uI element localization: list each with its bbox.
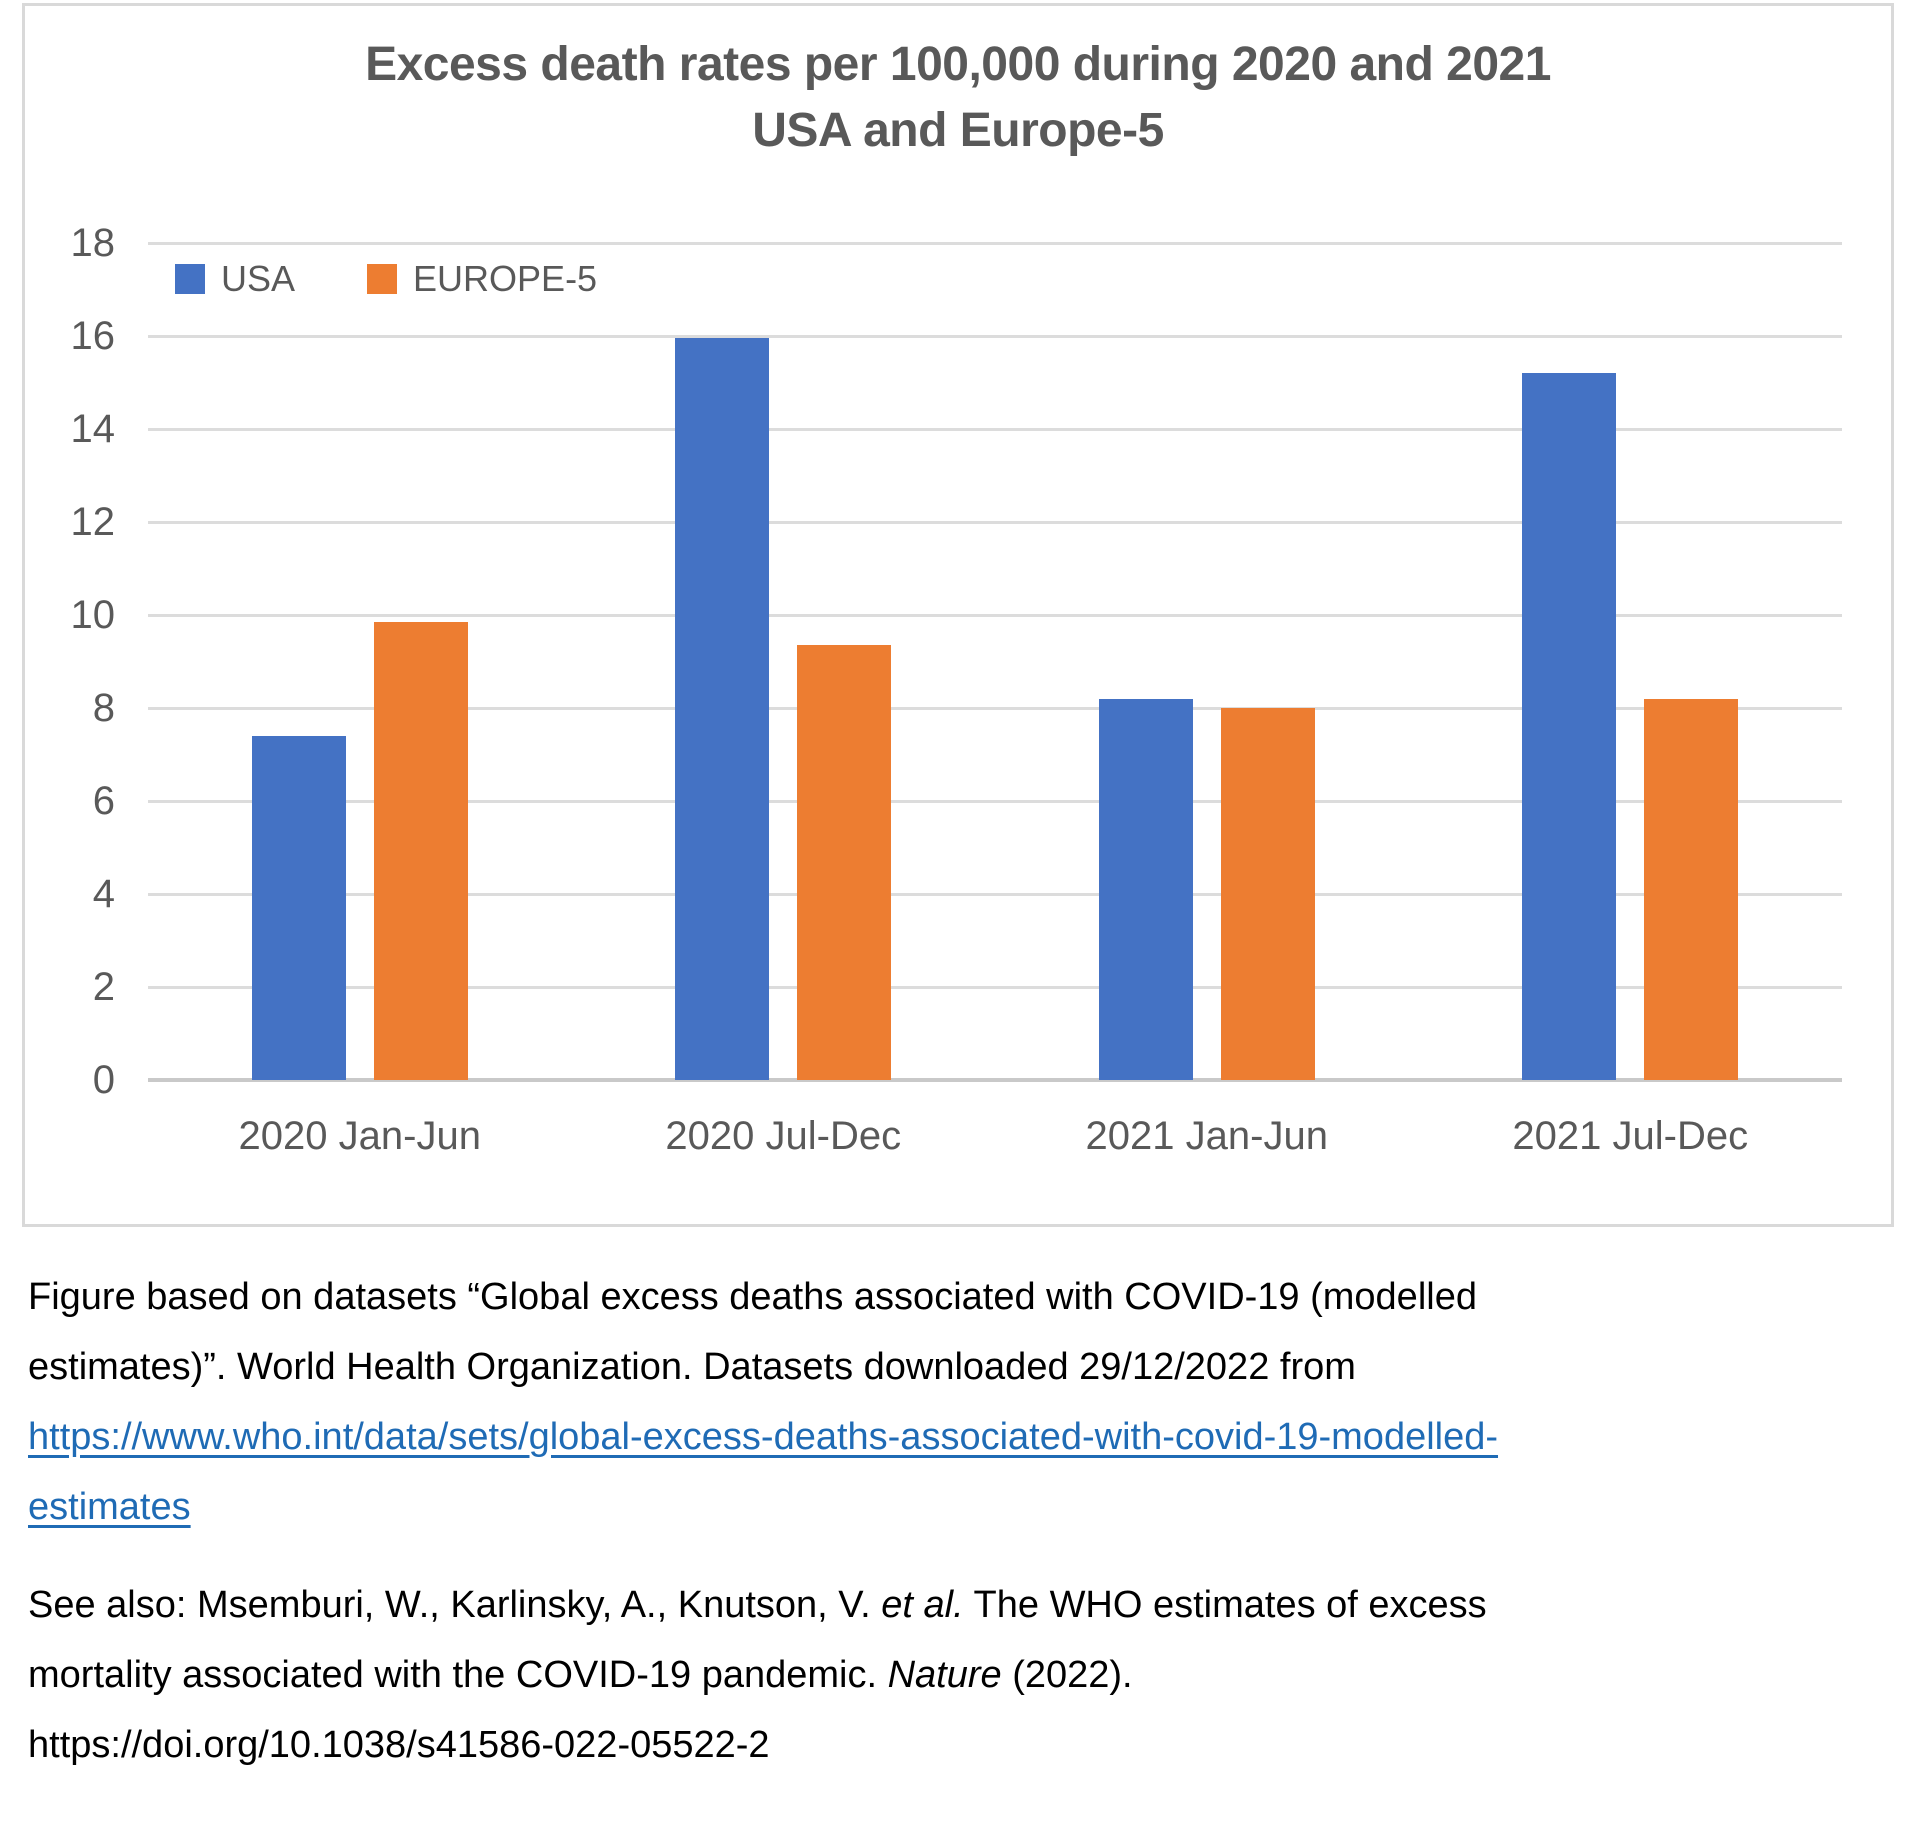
gridline-y-16 xyxy=(148,334,1842,338)
bar-chart: Excess death rates per 100,000 during 20… xyxy=(22,3,1894,1227)
gridline-y-8 xyxy=(148,706,1842,710)
bar-europe-5-2020-jul-dec xyxy=(797,645,892,1080)
legend-label-usa: USA xyxy=(221,258,296,299)
gridline-y-18 xyxy=(148,241,1842,245)
paragraph-gap xyxy=(28,1542,1878,1570)
x-axis-label-2021-jan-jun: 2021 Jan-Jun xyxy=(1085,1114,1328,1158)
bar-usa-2021-jul-dec xyxy=(1522,373,1617,1080)
y-tick-label-14: 14 xyxy=(70,407,116,451)
y-tick-label-16: 16 xyxy=(70,314,116,358)
caption-see-also-line2: mortality associated with the COVID-19 p… xyxy=(28,1640,1878,1710)
gridline-y-4 xyxy=(148,892,1842,896)
y-tick-label-2: 2 xyxy=(92,965,115,1009)
y-tick-label-10: 10 xyxy=(70,593,116,637)
see-also-text-cont: The WHO estimates of excess xyxy=(963,1584,1487,1626)
gridline-y-14 xyxy=(148,427,1842,431)
gridline-y-12 xyxy=(148,520,1842,524)
x-axis-label-2021-jul-dec: 2021 Jul-Dec xyxy=(1512,1114,1749,1158)
y-tick-label-4: 4 xyxy=(92,872,115,916)
doi-text: https://doi.org/10.1038/s41586-022-05522… xyxy=(28,1724,770,1766)
legend-swatch-europe5 xyxy=(367,264,398,294)
year-text: (2022). xyxy=(1001,1654,1133,1696)
x-axis-label-2020-jan-jun: 2020 Jan-Jun xyxy=(238,1114,481,1158)
who-dataset-link-line2: estimates xyxy=(28,1486,191,1528)
bar-europe-5-2020-jan-jun xyxy=(373,621,468,1080)
figure-caption: Figure based on datasets “Global excess … xyxy=(28,1262,1878,1780)
y-tick-label-8: 8 xyxy=(92,686,115,730)
mortality-text: mortality associated with the COVID-19 p… xyxy=(28,1654,888,1696)
nature-italic: Nature xyxy=(887,1654,1002,1696)
who-dataset-link-line1: https://www.who.int/data/sets/global-exc… xyxy=(28,1416,1499,1458)
caption-source-line2: estimates)”. World Health Organization. … xyxy=(28,1346,1356,1388)
bar-usa-2020-jan-jun xyxy=(251,735,346,1080)
caption-see-also-line1: See also: Msemburi, W., Karlinsky, A., K… xyxy=(28,1570,1878,1640)
gridline-y-6 xyxy=(148,799,1842,803)
legend-label-europe5: EUROPE-5 xyxy=(413,258,598,299)
gridline-y-0 xyxy=(148,1078,1842,1082)
see-also-text: See also: Msemburi, W., Karlinsky, A., K… xyxy=(28,1584,882,1626)
chart-title-line1: Excess death rates per 100,000 during 20… xyxy=(365,38,1551,91)
y-tick-label-0: 0 xyxy=(92,1058,115,1102)
bar-usa-2020-jul-dec xyxy=(675,338,770,1080)
et-al-italic: et al. xyxy=(881,1584,964,1626)
y-tick-label-12: 12 xyxy=(70,500,116,544)
bar-usa-2021-jan-jun xyxy=(1098,698,1193,1080)
gridline-y-2 xyxy=(148,985,1842,989)
chart-legend: USA EUROPE-5 xyxy=(175,258,597,300)
who-dataset-link[interactable]: https://www.who.int/data/sets/global-exc… xyxy=(28,1416,1498,1528)
y-tick-label-18: 18 xyxy=(70,221,116,265)
bar-europe-5-2021-jan-jun xyxy=(1220,708,1315,1080)
x-axis-label-2020-jul-dec: 2020 Jul-Dec xyxy=(665,1114,902,1158)
legend-swatch-usa xyxy=(175,264,205,294)
y-tick-label-6: 6 xyxy=(92,779,115,823)
chart-title: Excess death rates per 100,000 during 20… xyxy=(25,32,1891,164)
bar-europe-5-2021-jul-dec xyxy=(1644,698,1739,1080)
gridline-y-10 xyxy=(148,613,1842,617)
chart-title-line2: USA and Europe-5 xyxy=(752,104,1164,157)
caption-source-line1: Figure based on datasets “Global excess … xyxy=(28,1276,1477,1318)
